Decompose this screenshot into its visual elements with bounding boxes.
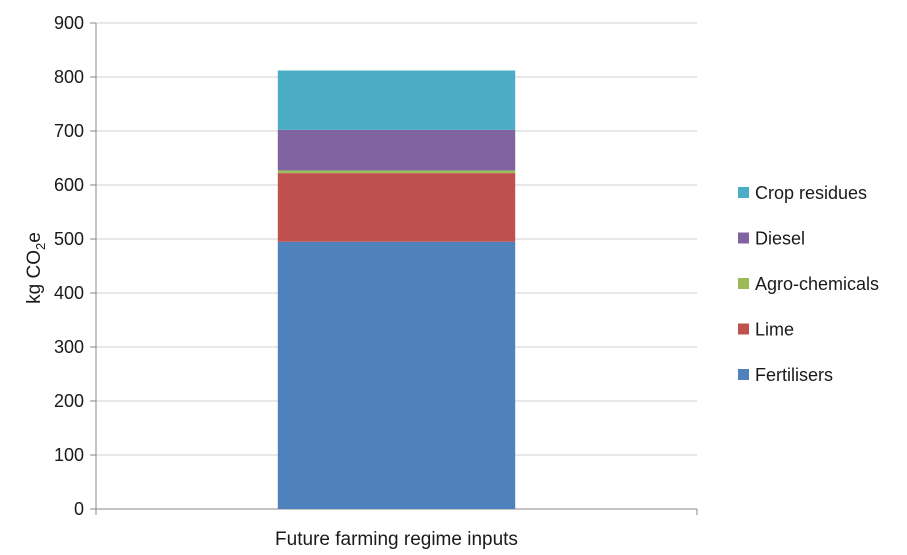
bar-segment-lime bbox=[277, 173, 516, 242]
y-tick-label-0: 0 bbox=[74, 499, 84, 519]
y-tick-label-300: 300 bbox=[54, 337, 84, 357]
legend-swatch-crop-residues bbox=[738, 187, 749, 198]
y-tick-label-600: 600 bbox=[54, 175, 84, 195]
legend: Crop residues Diesel Agro-chemicals Lime Fer… bbox=[738, 183, 879, 385]
legend-swatch-lime bbox=[738, 323, 749, 335]
y-axis-title-sub: 2 bbox=[33, 243, 48, 250]
legend-label-agro-chemicals: Agro-chemicals bbox=[755, 274, 879, 294]
y-tick-label-800: 800 bbox=[54, 67, 84, 87]
x-category-label: Future farming regime inputs bbox=[275, 529, 518, 550]
y-tick-labels: 0 100 200 300 400 500 600 700 800 900 bbox=[54, 13, 84, 519]
y-axis-title-main: kg CO bbox=[24, 250, 45, 304]
legend-swatch-agro-chemicals bbox=[738, 278, 749, 289]
y-tick-label-900: 900 bbox=[54, 13, 84, 33]
bar-segment-crop-residues bbox=[277, 70, 516, 130]
legend-label-lime: Lime bbox=[755, 320, 794, 340]
legend-label-fertilisers: Fertilisers bbox=[755, 365, 833, 385]
bars bbox=[277, 70, 516, 509]
y-tick-label-200: 200 bbox=[54, 391, 84, 411]
bar-segment-agro-chemicals bbox=[277, 170, 516, 174]
y-axis-title-tail: e bbox=[24, 232, 45, 243]
legend-label-diesel: Diesel bbox=[755, 229, 805, 249]
bar-segment-diesel bbox=[277, 129, 516, 171]
y-tick-label-700: 700 bbox=[54, 121, 84, 141]
x-category-labels: Future farming regime inputs bbox=[275, 529, 518, 550]
legend-swatch-fertilisers bbox=[738, 369, 749, 380]
legend-swatch-diesel bbox=[738, 232, 749, 244]
y-tick-label-500: 500 bbox=[54, 229, 84, 249]
legend-label-crop-residues: Crop residues bbox=[755, 183, 867, 203]
bar-segment-fertilisers bbox=[277, 241, 516, 509]
y-axis-title: kg CO2e bbox=[24, 232, 48, 304]
y-tick-label-400: 400 bbox=[54, 283, 84, 303]
y-tick-label-100: 100 bbox=[54, 445, 84, 465]
